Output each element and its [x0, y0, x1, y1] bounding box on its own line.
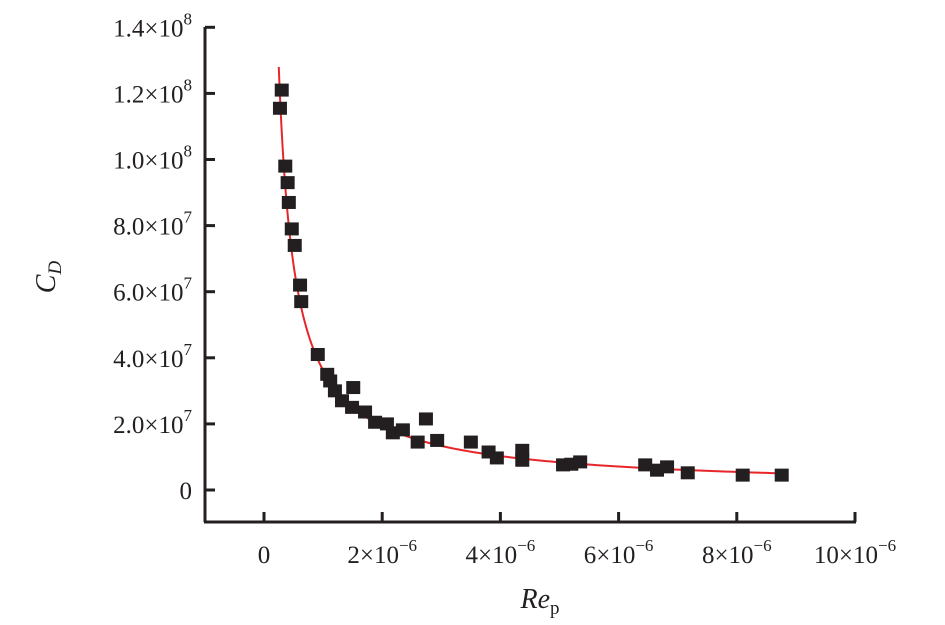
- x-tick-label: 8×10−6: [702, 536, 772, 569]
- data-point: [368, 415, 383, 429]
- data-point: [418, 412, 433, 426]
- data-point: [774, 468, 789, 482]
- y-axis-title: CD: [31, 261, 66, 294]
- data-point: [358, 405, 373, 419]
- x-axis-title: Rep: [519, 584, 559, 619]
- data-point: [638, 458, 653, 472]
- data-point: [323, 374, 338, 388]
- data-point: [294, 295, 309, 309]
- x-tick-label: 6×10−6: [584, 536, 654, 569]
- y-tick-label: 1.2×108: [113, 75, 192, 108]
- data-point: [287, 238, 302, 252]
- y-tick-label: 0: [180, 478, 193, 505]
- data-point: [410, 435, 425, 449]
- data-point: [489, 451, 504, 465]
- data-point: [515, 453, 530, 467]
- data-point: [284, 222, 299, 236]
- data-point: [573, 455, 588, 469]
- x-axis-ticks: 0 2×10−6 4×10−6 6×10−6 8×10−6 10×10−6: [258, 512, 896, 569]
- x-tick-label: 2×10−6: [347, 536, 417, 569]
- data-point: [660, 460, 675, 474]
- data-point: [346, 381, 361, 395]
- y-tick-label: 8.0×107: [113, 208, 192, 241]
- data-point: [278, 159, 293, 173]
- y-tick-label: 6.0×107: [113, 274, 192, 307]
- data-point: [463, 435, 478, 449]
- data-point: [293, 278, 308, 292]
- data-point: [281, 195, 296, 209]
- y-axis-ticks: 0 2.0×107 4.0×107 6.0×107 8.0×107 1.0×108 1.2×…: [113, 9, 215, 505]
- data-points: [272, 83, 789, 482]
- y-tick-label: 1.4×108: [113, 9, 192, 42]
- data-point: [274, 83, 289, 97]
- data-point: [735, 468, 750, 482]
- data-point: [310, 347, 325, 361]
- data-point: [345, 400, 360, 414]
- y-tick-label: 1.0×108: [113, 142, 192, 175]
- data-point: [680, 466, 695, 480]
- x-tick-label: 10×10−6: [814, 536, 896, 569]
- data-point: [430, 433, 445, 447]
- data-point: [327, 384, 342, 398]
- data-point: [272, 101, 287, 115]
- x-tick-label: 0: [258, 542, 271, 569]
- y-tick-label: 2.0×107: [113, 406, 192, 439]
- data-point: [395, 423, 410, 437]
- x-tick-label: 4×10−6: [466, 536, 536, 569]
- data-point: [280, 176, 295, 190]
- data-point: [515, 443, 530, 457]
- y-tick-label: 4.0×107: [113, 340, 192, 373]
- axes: [203, 27, 856, 524]
